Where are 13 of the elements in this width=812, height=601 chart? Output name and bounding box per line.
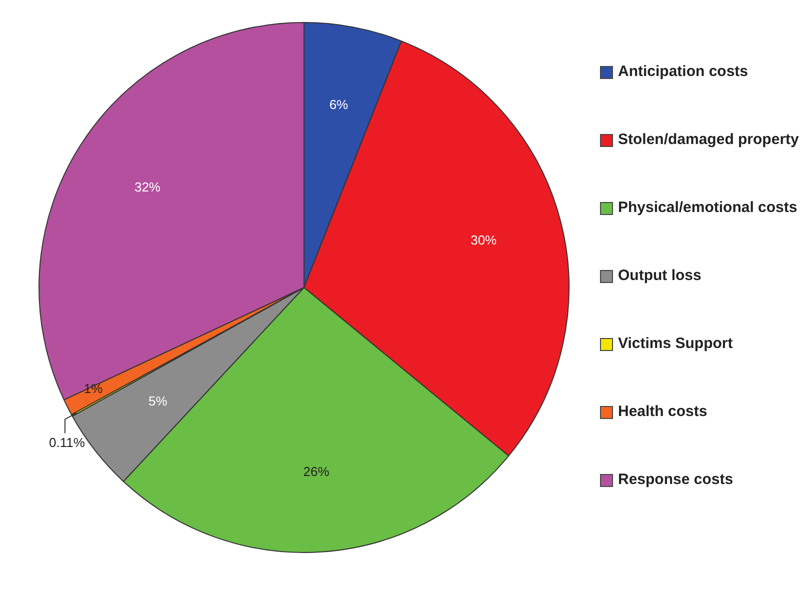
legend-label: Victims Support: [618, 334, 733, 352]
data-label: 30%: [470, 232, 498, 248]
data-label: 32%: [134, 180, 161, 195]
legend-label: Response costs: [618, 470, 734, 488]
legend-label: Health costs: [618, 402, 708, 420]
data-label: 5%: [148, 393, 168, 408]
data-label: 0.11%: [49, 434, 86, 450]
legend-label: Physical/emotional costs: [618, 198, 798, 216]
data-label: 26%: [303, 464, 330, 480]
legend-label: Output loss: [618, 266, 702, 284]
legend-label: Stolen/damaged property: [618, 130, 799, 148]
data-label: 6%: [329, 96, 349, 112]
legend-label: Anticipation costs: [618, 62, 748, 80]
